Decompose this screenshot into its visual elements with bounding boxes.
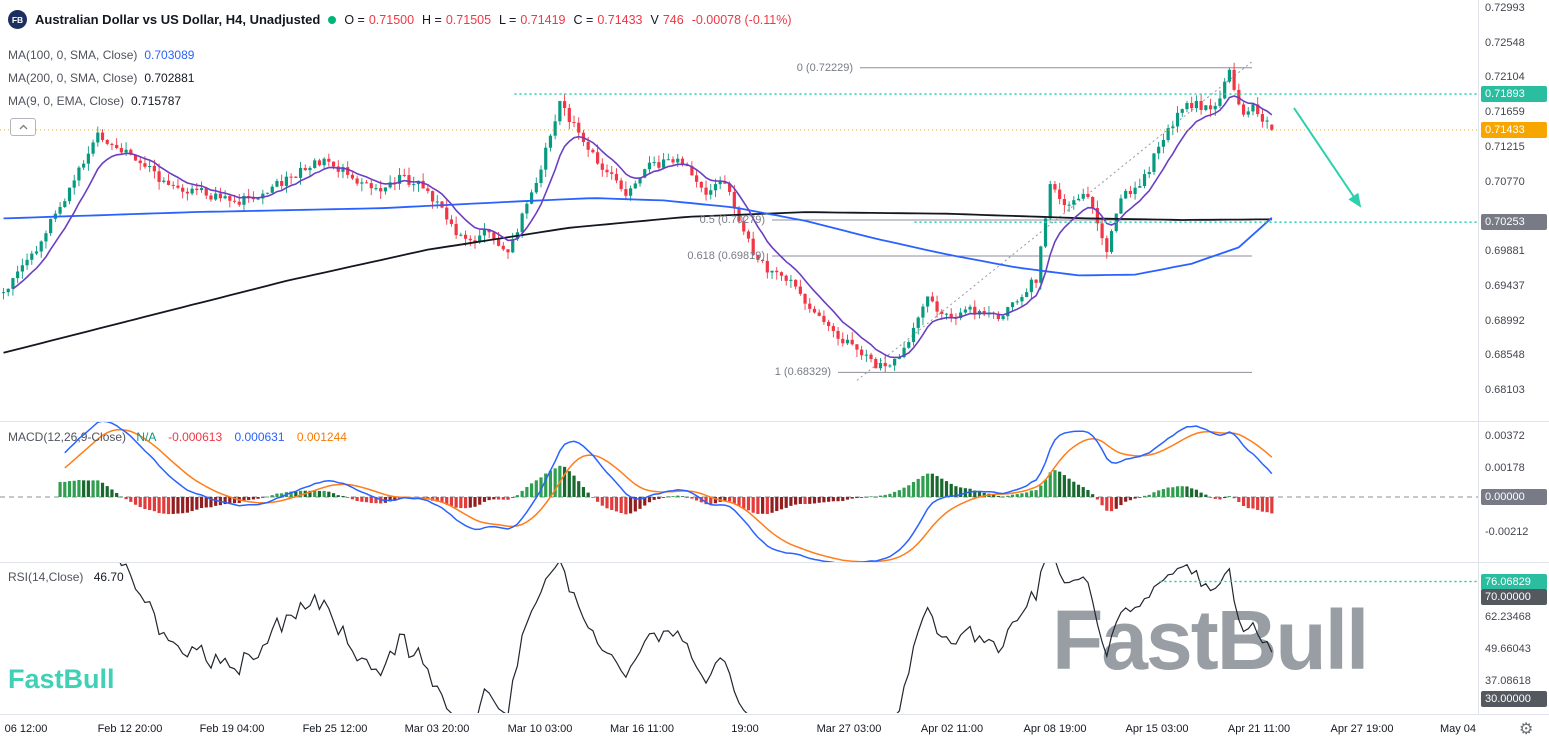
high-value: 0.71505	[445, 12, 492, 27]
volume: V 746	[651, 13, 684, 27]
symbol-logo-icon: FB	[8, 10, 27, 29]
ohlc-open: O = 0.71500	[344, 13, 414, 27]
time-tick: Apr 15 03:00	[1125, 723, 1189, 735]
axis-tick: 0.68548	[1485, 349, 1525, 362]
ma100-value: 0.703089	[144, 48, 195, 62]
time-tick: Feb 25 12:00	[302, 723, 368, 735]
ohlc-low: L = 0.71419	[499, 13, 565, 27]
axis-tick: 0.72548	[1485, 36, 1525, 49]
market-status-dot-icon	[328, 15, 337, 24]
axis-tick: 0.71215	[1485, 140, 1525, 153]
macd-signal-value: 0.001244	[296, 430, 347, 444]
axis-tick: -0.00212	[1485, 525, 1529, 538]
time-tick: Apr 02 11:00	[920, 723, 984, 735]
fib-label-0: 0 (0.72229)	[796, 61, 853, 74]
axis-tick: 0.00372	[1485, 430, 1525, 443]
ma9-label: MA(9, 0, EMA, Close)	[8, 94, 125, 108]
fib-label-0618: 0.618 (0.69819)	[687, 249, 765, 262]
change-value: -0.00078 (-0.11%)	[691, 12, 792, 27]
rsi-row[interactable]: RSI(14,Close) 46.70	[8, 570, 124, 584]
pane-separator	[0, 562, 1549, 563]
axis-tick: 37.08618	[1485, 674, 1531, 687]
time-tick: Mar 10 03:00	[507, 723, 573, 735]
rsi-label: RSI(14,Close)	[8, 570, 84, 584]
open-value: 0.71500	[368, 12, 415, 27]
price-axis[interactable]: 0.72993 0.72548 0.72104 0.71659 0.71215 0.707…	[1478, 0, 1549, 714]
axis-tick: 0.72993	[1485, 2, 1525, 14]
close-label: C =	[573, 12, 594, 27]
axis-badge: 76.06829	[1481, 573, 1547, 590]
ohlc-close: C = 0.71433	[574, 13, 643, 27]
ma9-value: 0.715787	[131, 94, 182, 108]
time-tick: Feb 19 04:00	[199, 723, 265, 735]
fib-label-05: 0.5 (0.70279)	[699, 214, 765, 227]
volume-label: V	[650, 12, 659, 27]
axis-badge: 0.70253	[1481, 214, 1547, 231]
macd-pane	[0, 422, 1478, 562]
rsi-value: 46.70	[93, 570, 124, 584]
ma200-row[interactable]: MA(200, 0, SMA, Close) 0.702881	[8, 71, 194, 85]
time-tick: Mar 03 20:00	[404, 723, 470, 735]
axis-tick: 49.66043	[1485, 642, 1531, 655]
ma200-label: MA(200, 0, SMA, Close)	[8, 71, 138, 85]
time-tick: Apr 21 11:00	[1227, 723, 1291, 735]
time-tick: Feb 12 20:00	[97, 723, 163, 735]
axis-badge: 0.00000	[1481, 489, 1547, 505]
ma200-value: 0.702881	[144, 71, 195, 85]
pane-separator	[0, 421, 1549, 422]
axis-tick: 0.00178	[1485, 462, 1525, 474]
time-tick: Apr 27 19:00	[1330, 723, 1394, 735]
low-value: 0.71419	[520, 12, 566, 27]
settings-gear-icon[interactable]: ⚙	[1519, 721, 1534, 738]
axis-badge: 30.00000	[1481, 690, 1547, 707]
axis-badge: 0.71893	[1481, 85, 1547, 102]
price-pane	[0, 61, 1478, 381]
time-axis[interactable]: 06 12:00 Feb 12 20:00 Feb 19 04:00 Feb 25 1…	[0, 714, 1549, 747]
volume-value: 746	[662, 12, 684, 27]
rsi-pane	[119, 563, 1478, 713]
symbol-title: Australian Dollar vs US Dollar, H4, Unad…	[35, 12, 321, 27]
low-label: L =	[499, 12, 517, 27]
fastbull-watermark: FastBull	[1052, 593, 1369, 687]
time-tick: May 04	[1439, 723, 1477, 735]
fib-label-1: 1 (0.68329)	[774, 366, 831, 379]
macd-hist-value: -0.000613	[168, 430, 223, 444]
macd-row[interactable]: MACD(12,26,9-Close) N/A -0.000613 0.0006…	[8, 430, 347, 444]
collapse-indicators-button[interactable]	[10, 118, 36, 136]
time-tick: Mar 16 11:00	[609, 723, 675, 735]
axis-tick: 0.71659	[1485, 106, 1525, 119]
time-tick: 06 12:00	[4, 723, 48, 735]
axis-tick: 0.68103	[1485, 384, 1525, 397]
time-tick: Apr 08 19:00	[1023, 723, 1087, 735]
downtrend-arrow	[1293, 107, 1362, 208]
open-label: O =	[344, 12, 365, 27]
macd-label: MACD(12,26,9-Close)	[8, 430, 127, 444]
axis-tick: 0.70770	[1485, 175, 1525, 188]
symbol-header: FB Australian Dollar vs US Dollar, H4, U…	[8, 10, 792, 29]
macd-na-value: N/A	[136, 430, 156, 444]
high-label: H =	[422, 12, 442, 27]
axis-tick: 0.68992	[1485, 314, 1525, 327]
ohlc-high: H = 0.71505	[422, 13, 491, 27]
chevron-up-icon	[19, 124, 27, 130]
axis-tick: 0.69437	[1485, 279, 1525, 292]
axis-badge: 70.00000	[1481, 589, 1547, 605]
macd-line-value: 0.000631	[234, 430, 285, 444]
ma100-row[interactable]: MA(100, 0, SMA, Close) 0.703089	[8, 48, 194, 62]
axis-tick: 0.69881	[1485, 245, 1525, 258]
fastbull-logo: FastBull	[8, 664, 115, 694]
axis-badge: 0.71433	[1481, 121, 1547, 138]
time-tick: 19:00	[731, 723, 759, 735]
time-tick: Mar 27 03:00	[816, 723, 882, 735]
close-value: 0.71433	[597, 12, 643, 27]
ma9-row[interactable]: MA(9, 0, EMA, Close) 0.715787	[8, 94, 181, 108]
axis-tick: 62.23468	[1485, 610, 1531, 623]
axis-tick: 0.72104	[1485, 71, 1525, 84]
ma100-label: MA(100, 0, SMA, Close)	[8, 48, 138, 62]
